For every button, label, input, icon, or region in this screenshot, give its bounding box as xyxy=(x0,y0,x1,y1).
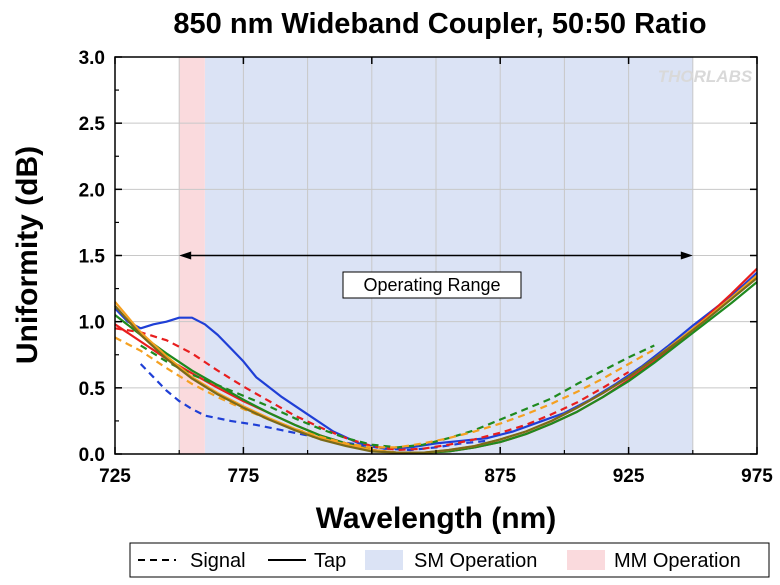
x-tick-label: 825 xyxy=(356,466,388,487)
legend-box xyxy=(129,542,770,578)
legend-label-1: Signal xyxy=(190,550,246,572)
x-tick-label: 875 xyxy=(484,466,516,487)
legend-label-2: Tap xyxy=(314,550,346,572)
series-layer xyxy=(114,267,758,454)
y-tick-label: 0.5 xyxy=(79,379,106,400)
x-tick-label: 975 xyxy=(741,466,773,487)
x-axis-label: Wavelength (nm) xyxy=(316,502,557,535)
y-tick-label: 2.5 xyxy=(79,114,106,135)
y-tick-label: 2.0 xyxy=(79,180,105,201)
operating-range-annotation: Operating Range xyxy=(179,251,693,299)
y-tick-label: 0.0 xyxy=(79,445,105,466)
chart-title: 850 nm Wideband Coupler, 50:50 Ratio xyxy=(173,8,706,40)
y-tick-label: 1.5 xyxy=(79,247,106,268)
x-tick-label: 925 xyxy=(613,466,645,487)
arrowhead-left-icon xyxy=(179,251,192,260)
legend: Signal Tap SM Operation MM Operation xyxy=(129,542,770,578)
thorlabs-watermark: THORLABS xyxy=(658,67,753,86)
x-tick-label: 775 xyxy=(228,466,260,487)
series-line-2-dashed xyxy=(139,363,488,452)
legend-swatch-3 xyxy=(365,550,403,570)
series-line-8-dashed xyxy=(114,336,655,449)
legend-swatch-4 xyxy=(567,550,605,570)
series-line-6-dashed xyxy=(140,344,655,449)
x-tick-label: 725 xyxy=(99,466,131,487)
axes: 725 775 825 875 925 975 0.0 0.5 1.0 1.5 2.0 2.5 3.0 xyxy=(79,48,774,487)
legend-label-4: MM Operation xyxy=(614,550,741,572)
operating-range-box xyxy=(342,271,522,299)
operating-range-label: Operating Range xyxy=(363,275,500,295)
y-tick-label: 3.0 xyxy=(79,48,105,69)
arrowhead-right-icon xyxy=(680,251,693,260)
series-line-4-dashed xyxy=(114,327,630,452)
y-axis-label: Uniformity (dB) xyxy=(11,146,44,364)
legend-label-3: SM Operation xyxy=(414,550,537,572)
y-tick-label: 1.0 xyxy=(79,313,105,334)
